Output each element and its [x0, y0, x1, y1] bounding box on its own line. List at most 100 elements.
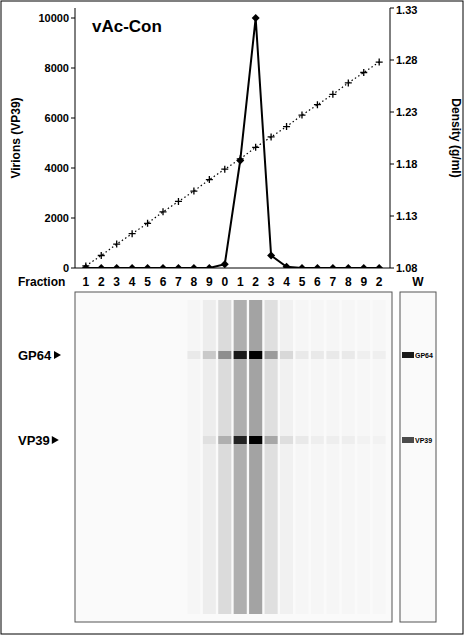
- marker: [113, 264, 121, 268]
- blot-band: [402, 437, 414, 443]
- blot-band: [249, 436, 262, 444]
- marker: [329, 264, 337, 268]
- blot-band: [326, 351, 339, 359]
- lane-smear: [280, 300, 293, 614]
- x-tick-label: 8: [191, 275, 198, 289]
- x-tick-label: 7: [330, 275, 337, 289]
- x-tick-label: 7: [175, 275, 182, 289]
- y2-tick: [390, 216, 394, 217]
- marker: [82, 262, 89, 268]
- blot-band: [234, 436, 247, 444]
- y2-tick: [390, 268, 394, 269]
- marker: [376, 59, 383, 66]
- x-tick-label: 9: [206, 275, 213, 289]
- marker: [113, 241, 120, 248]
- y2-axis-title: Density (g/ml): [449, 98, 463, 177]
- marker: [252, 144, 259, 151]
- marker: [205, 264, 213, 268]
- y-tick-label: 8000: [45, 62, 69, 74]
- x-tick-label: 6: [160, 275, 167, 289]
- band-label-small: GP64: [415, 352, 433, 359]
- band-label: VP39: [18, 433, 50, 448]
- x-tick-label: 6: [314, 275, 321, 289]
- x-tick-label: 9: [360, 275, 367, 289]
- lane-smear: [218, 300, 231, 614]
- y2-tick-label: 1.08: [396, 262, 417, 274]
- x-axis-title: Fraction: [18, 275, 65, 289]
- marker: [267, 252, 275, 260]
- lane-smear: [311, 300, 324, 614]
- marker: [283, 263, 291, 268]
- y2-tick: [390, 164, 394, 165]
- marker: [175, 198, 182, 205]
- marker: [360, 69, 367, 76]
- y-tick-label: 10000: [38, 12, 69, 24]
- y-tick: [71, 168, 75, 169]
- marker: [329, 91, 336, 98]
- lane-smear: [342, 300, 355, 614]
- marker: [190, 264, 198, 268]
- blot-panel: [75, 292, 392, 622]
- y2-tick: [390, 60, 394, 61]
- blot-band: [280, 351, 293, 359]
- series-line: [86, 18, 379, 268]
- blot-band: [402, 352, 414, 358]
- marker: [345, 79, 352, 86]
- y-axis-title: Virions (VP39): [9, 97, 23, 178]
- x-tick-label: 8: [345, 275, 352, 289]
- marker: [344, 264, 352, 268]
- series-line: [86, 62, 379, 266]
- marker: [221, 166, 228, 173]
- blot-band: [357, 436, 370, 444]
- blot-band: [218, 351, 231, 359]
- marker: [298, 112, 305, 119]
- blot-band: [203, 436, 216, 444]
- marker: [298, 264, 306, 268]
- lane-smear: [234, 300, 247, 614]
- blot-band: [265, 351, 278, 359]
- marker: [159, 264, 167, 268]
- marker: [144, 264, 152, 268]
- plot-area: [82, 14, 383, 268]
- lane-smear: [265, 300, 278, 614]
- marker: [221, 260, 229, 268]
- y2-tick: [390, 8, 394, 9]
- blot-band: [342, 351, 355, 359]
- blot-band: [357, 351, 370, 359]
- blot-band: [280, 436, 293, 444]
- y-tick-label: 2000: [45, 212, 69, 224]
- y2-tick: [390, 112, 394, 113]
- blot-band: [265, 436, 278, 444]
- marker: [314, 101, 321, 108]
- x-tick-label: 2: [376, 275, 383, 289]
- lane-smear: [249, 300, 262, 614]
- x-tick-label: 4: [283, 275, 290, 289]
- x-tick-label: 5: [299, 275, 306, 289]
- lane-smear: [203, 300, 216, 614]
- marker: [190, 188, 197, 195]
- band-label-small: VP39: [415, 437, 432, 444]
- blot-band: [203, 351, 216, 359]
- y-tick-label: 6000: [45, 112, 69, 124]
- y2-tick-label: 1.13: [396, 210, 417, 222]
- blot-extra-lane: [400, 292, 436, 622]
- band-arrow: [54, 351, 61, 359]
- band-label: GP64: [18, 348, 52, 363]
- marker: [237, 155, 244, 162]
- marker: [144, 220, 151, 227]
- lane-smear: [295, 300, 308, 614]
- blot-band: [249, 351, 262, 359]
- x-tick-label: 0: [221, 275, 228, 289]
- extra-lane-label: W: [412, 275, 424, 289]
- lane-smear: [326, 300, 339, 614]
- x-tick-label: 2: [98, 275, 105, 289]
- lane-smear: [187, 300, 200, 614]
- y-tick-label: 0: [63, 262, 69, 274]
- marker: [268, 133, 275, 140]
- y-tick: [71, 68, 75, 69]
- lane-smear: [357, 300, 370, 614]
- x-tick-label: 3: [268, 275, 275, 289]
- marker: [313, 264, 321, 268]
- title: vAc-Con: [92, 17, 162, 36]
- blot-band: [295, 436, 308, 444]
